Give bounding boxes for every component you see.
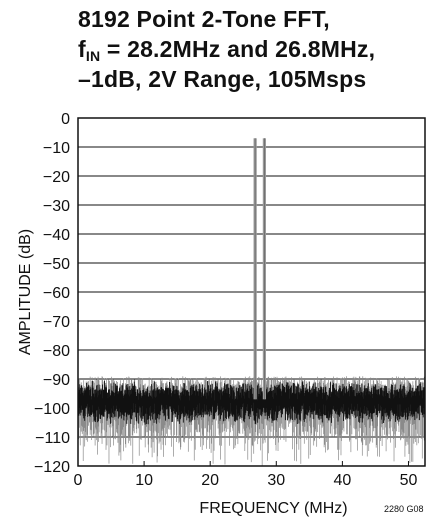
x-tick-label: 20 (201, 472, 219, 489)
title-subscript: IN (85, 48, 101, 64)
y-tick-label: −30 (43, 198, 70, 215)
x-tick-label: 0 (74, 472, 83, 489)
y-tick-label: −60 (43, 285, 70, 302)
x-tick-label: 40 (333, 472, 351, 489)
y-axis-label: AMPLITUDE (dB) (17, 229, 34, 355)
x-tick-label: 30 (267, 472, 285, 489)
y-tick-label: −120 (34, 459, 70, 476)
y-tick-label: −110 (35, 430, 70, 447)
y-tick-label: −50 (43, 256, 70, 273)
tones (253, 138, 266, 400)
title-line-2: fIN = 28.2MHz and 26.8MHz, (78, 34, 428, 64)
noise-floor (77, 376, 426, 466)
title-line-1: 8192 Point 2-Tone FFT, (78, 6, 330, 32)
x-axis-label: FREQUENCY (MHz) (199, 500, 347, 517)
y-tick-label: −80 (43, 343, 70, 360)
title-f: f (78, 36, 86, 62)
y-tick-label: 0 (61, 111, 70, 128)
y-tick-labels: 0 −10 −20 −30 −40 −50 −60 −70 −80 −90 −100 −110 −120 (34, 111, 70, 476)
x-tick-labels: 0 10 20 30 40 50 (74, 461, 418, 489)
title-line-3: –1dB, 2V Range, 105Msps (78, 66, 367, 92)
title-frequencies: = 28.2MHz and 26.8MHz, (100, 36, 376, 62)
figure-code: 2280 G08 (384, 504, 424, 514)
x-tick-label: 10 (135, 472, 153, 489)
y-tick-label: −90 (43, 372, 70, 389)
y-tick-label: −100 (34, 401, 70, 418)
y-tick-label: −40 (43, 227, 70, 244)
y-tick-label: −10 (43, 140, 70, 157)
y-tick-label: −20 (43, 169, 70, 186)
chart-title: 8192 Point 2-Tone FFT, fIN = 28.2MHz and… (78, 4, 428, 94)
y-tick-label: −70 (43, 314, 70, 331)
x-tick-label: 50 (400, 472, 418, 489)
plot-frame (77, 117, 426, 467)
